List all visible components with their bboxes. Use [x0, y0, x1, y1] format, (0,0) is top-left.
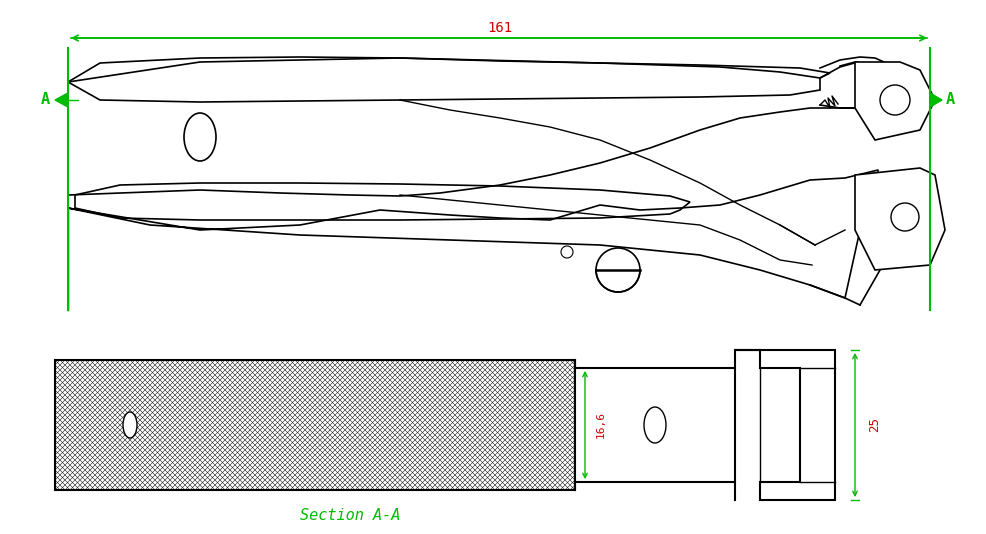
Bar: [55, 360, 575, 490]
Bar: [575, 368, 735, 482]
Text: A: A: [40, 92, 49, 107]
Text: A: A: [945, 92, 953, 107]
Circle shape: [596, 248, 639, 292]
Text: Section A-A: Section A-A: [300, 507, 399, 522]
Polygon shape: [55, 93, 68, 107]
Ellipse shape: [643, 407, 666, 443]
Polygon shape: [75, 183, 689, 220]
Text: 25: 25: [868, 418, 880, 433]
Ellipse shape: [123, 412, 137, 438]
Polygon shape: [854, 62, 934, 140]
Circle shape: [560, 246, 573, 258]
Polygon shape: [854, 168, 944, 270]
Polygon shape: [68, 57, 829, 102]
Polygon shape: [75, 183, 689, 220]
Polygon shape: [929, 93, 941, 107]
Text: 161: 161: [487, 21, 512, 35]
Polygon shape: [68, 57, 829, 102]
Text: 16,6: 16,6: [596, 412, 605, 438]
Bar: [55, 360, 575, 490]
Ellipse shape: [183, 113, 216, 161]
Polygon shape: [735, 350, 834, 500]
Text: @taepo.com: @taepo.com: [516, 193, 603, 207]
